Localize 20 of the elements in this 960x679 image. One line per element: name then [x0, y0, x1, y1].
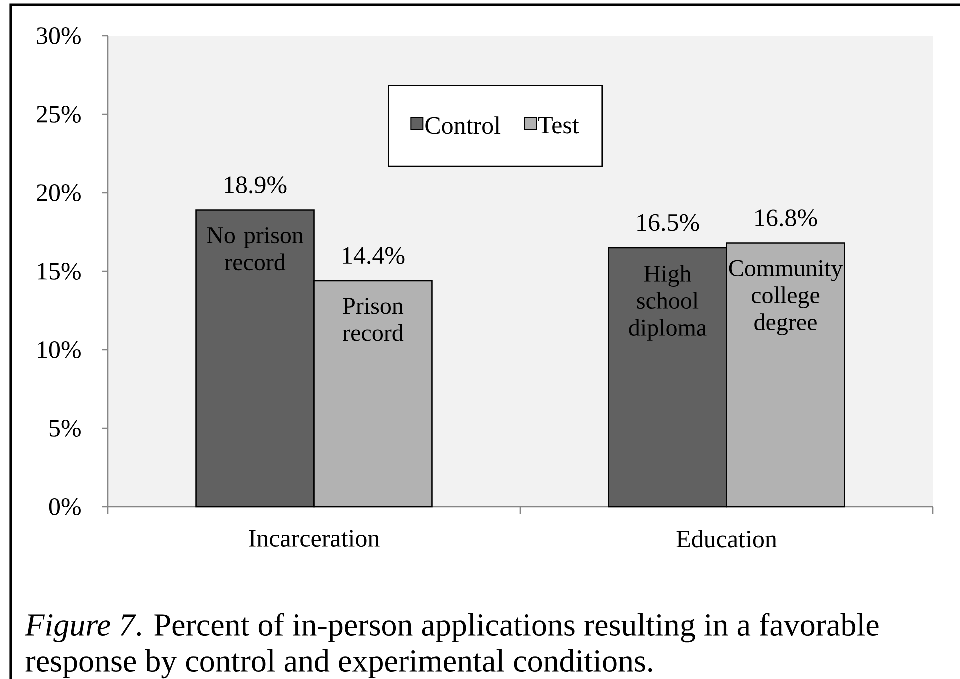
y-tick-label: 10% — [38, 342, 81, 358]
legend-label: Test — [538, 117, 580, 134]
y-tick-label: 15% — [38, 263, 81, 280]
text: Figure 7. Percent of in-person applications resulting in a favorable response by control and experimental conditions. — [25, 613, 879, 679]
y-tick-label: 0% — [49, 498, 81, 516]
legend-label: Control — [426, 116, 501, 134]
y-tick-label: 5% — [50, 420, 81, 437]
annotation: Community college degree — [729, 260, 844, 336]
x-tick-label: Incarceration — [249, 530, 380, 547]
data-label: 18.9% — [225, 176, 287, 194]
y-tick-label: 30% — [37, 28, 81, 44]
annotation: No prison record — [207, 227, 304, 271]
y-tick-label: 20% — [37, 184, 81, 202]
data-label: 14.4% — [343, 247, 405, 264]
annotation: High school diploma — [629, 265, 707, 341]
annotation: Prison record — [343, 298, 404, 342]
x-tick-label: Education — [676, 530, 778, 548]
data-label: 16.8% — [756, 210, 818, 227]
data-label: 16.5% — [638, 214, 700, 232]
y-tick-label: 25% — [37, 106, 81, 123]
